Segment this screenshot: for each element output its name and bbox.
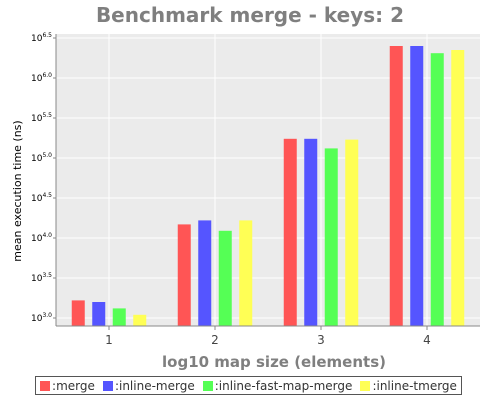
legend-item: :inline-merge	[102, 378, 195, 393]
bar	[345, 139, 359, 326]
legend-label: :merge	[52, 378, 95, 393]
legend-swatch	[360, 380, 371, 391]
bar	[92, 302, 106, 326]
y-axis-label: mean execution time (ns)	[11, 120, 24, 261]
x-tick-label: 3	[317, 333, 325, 347]
bar	[198, 220, 212, 326]
legend-label: :inline-fast-map-merge	[214, 378, 353, 393]
y-tick-label: 103.0	[31, 312, 52, 324]
y-tick-label: 103.5	[31, 272, 52, 284]
bar	[133, 314, 147, 326]
bar	[218, 230, 232, 326]
bar	[239, 220, 253, 326]
y-tick-label: 105.0	[31, 152, 52, 164]
y-tick-label: 104.0	[31, 232, 52, 244]
bar	[324, 148, 338, 326]
bar	[451, 50, 465, 326]
bar	[112, 308, 126, 326]
y-tick-label: 105.5	[31, 112, 52, 124]
legend-swatch	[40, 380, 51, 391]
y-tick-label: 106.5	[31, 32, 52, 44]
legend-label: :inline-merge	[114, 378, 195, 393]
x-tick-label: 1	[105, 333, 113, 347]
bar	[410, 46, 424, 326]
x-tick-label: 4	[423, 333, 431, 347]
bar	[71, 300, 85, 326]
legend: :merge :inline-merge :inline-fast-map-merg…	[35, 376, 462, 395]
x-tick-label: 2	[211, 333, 219, 347]
legend-label: :inline-tmerge	[372, 378, 457, 393]
y-tick-label: 104.5	[31, 192, 52, 204]
legend-swatch	[202, 380, 213, 391]
bar	[430, 53, 444, 326]
x-axis-label: log10 map size (elements)	[162, 353, 386, 371]
y-tick-label: 106.0	[31, 72, 52, 84]
bar	[304, 138, 318, 326]
legend-swatch	[102, 380, 113, 391]
bar	[389, 46, 403, 326]
legend-item: :inline-tmerge	[360, 378, 457, 393]
bar	[177, 224, 191, 326]
bar	[283, 138, 297, 326]
legend-item: :merge	[40, 379, 95, 393]
chart-title: Benchmark merge - keys: 2	[96, 3, 404, 27]
plot-area	[56, 34, 480, 326]
legend-item: :inline-fast-map-merge	[202, 378, 353, 393]
